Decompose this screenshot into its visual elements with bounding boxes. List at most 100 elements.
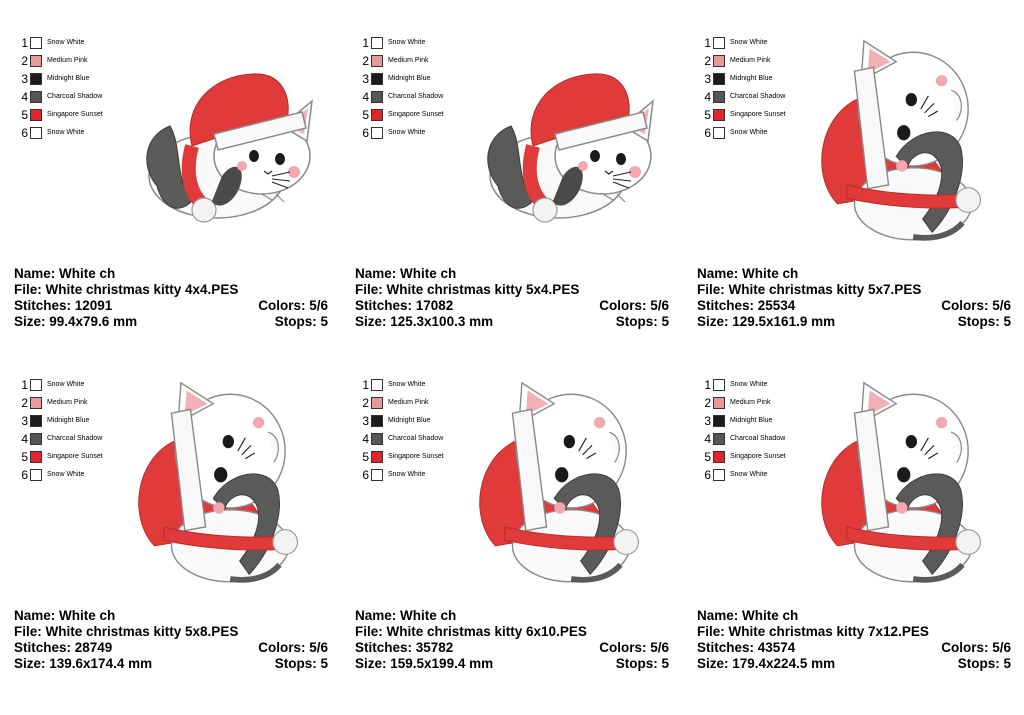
palette-number: 1 — [704, 36, 711, 50]
palette-number: 4 — [21, 432, 28, 446]
color-swatch — [30, 451, 42, 463]
palette-row: 1 Snow White — [18, 376, 103, 394]
palette-color-name: Snow White — [47, 129, 85, 136]
palette-color-name: Charcoal Shadow — [730, 435, 786, 442]
color-swatch — [371, 127, 383, 139]
palette-number: 6 — [362, 126, 369, 140]
palette-number: 6 — [704, 126, 711, 140]
color-swatch — [713, 73, 725, 85]
color-swatch — [30, 73, 42, 85]
palette-row: 4 Charcoal Shadow — [701, 88, 786, 106]
embroidery-preview — [809, 30, 989, 250]
palette-number: 1 — [21, 36, 28, 50]
palette-row: 3 Midnight Blue — [18, 412, 103, 430]
color-swatch — [371, 415, 383, 427]
embroidery-preview — [809, 372, 989, 592]
design-info: Name: White ch File: White christmas kitt… — [14, 266, 328, 330]
palette-color-name: Medium Pink — [47, 57, 88, 64]
palette-color-name: Snow White — [730, 381, 768, 388]
palette-row: 1 Snow White — [359, 376, 444, 394]
palette-row: 6 Snow White — [359, 466, 444, 484]
palette-row: 4 Charcoal Shadow — [359, 430, 444, 448]
color-swatch — [713, 127, 725, 139]
palette-color-name: Snow White — [47, 471, 85, 478]
palette-number: 5 — [704, 450, 711, 464]
palette-number: 5 — [362, 450, 369, 464]
design-stops: Stops: 5 — [615, 314, 669, 329]
design-name: Name: White ch — [14, 266, 116, 281]
palette-color-name: Snow White — [47, 39, 85, 46]
design-card: 1 Snow White 2 Medium Pink 3 Midnight Blue 4 Ch… — [355, 8, 685, 330]
color-swatch — [713, 415, 725, 427]
color-swatch — [713, 109, 725, 121]
palette-row: 3 Midnight Blue — [359, 412, 444, 430]
palette-number: 4 — [704, 432, 711, 446]
palette-number: 5 — [362, 108, 369, 122]
color-swatch — [30, 433, 42, 445]
palette-number: 5 — [21, 108, 28, 122]
design-card: 1 Snow White 2 Medium Pink 3 Midnight Blue 4 Ch… — [14, 350, 344, 671]
design-file: File: White christmas kitty 4x4.PES — [14, 282, 239, 297]
palette-row: 6 Snow White — [701, 466, 786, 484]
color-swatch — [371, 469, 383, 481]
palette-row: 5 Singapore Sunset — [701, 448, 786, 466]
color-swatch — [30, 397, 42, 409]
design-stitches: Stitches: 17082 — [355, 298, 454, 313]
palette-color-name: Medium Pink — [47, 399, 88, 406]
design-stops: Stops: 5 — [274, 656, 328, 671]
design-file: File: White christmas kitty 6x10.PES — [355, 624, 587, 639]
palette-row: 1 Snow White — [359, 34, 444, 52]
palette-number: 1 — [21, 378, 28, 392]
kitty-design-sitting — [479, 381, 640, 583]
color-swatch — [713, 91, 725, 103]
color-swatch — [371, 451, 383, 463]
palette-row: 4 Charcoal Shadow — [359, 88, 444, 106]
palette-color-name: Singapore Sunset — [388, 453, 444, 460]
palette-row: 2 Medium Pink — [701, 394, 786, 412]
color-swatch — [713, 433, 725, 445]
palette-color-name: Charcoal Shadow — [388, 435, 444, 442]
palette-color-name: Medium Pink — [388, 399, 429, 406]
palette-color-name: Medium Pink — [388, 57, 429, 64]
palette-color-name: Medium Pink — [730, 57, 771, 64]
palette-number: 5 — [21, 450, 28, 464]
design-info: Name: White ch File: White christmas kitt… — [355, 266, 669, 330]
palette-number: 3 — [362, 414, 369, 428]
color-swatch — [713, 37, 725, 49]
palette-row: 3 Midnight Blue — [701, 412, 786, 430]
palette-number: 1 — [362, 36, 369, 50]
palette-color-name: Snow White — [388, 129, 426, 136]
design-size: Size: 139.6x174.4 mm — [14, 656, 153, 671]
palette-color-name: Singapore Sunset — [730, 453, 786, 460]
color-palette: 1 Snow White 2 Medium Pink 3 Midnight Blue 4 Ch… — [701, 376, 786, 484]
color-swatch — [713, 469, 725, 481]
palette-color-name: Midnight Blue — [730, 417, 773, 424]
palette-row: 1 Snow White — [18, 34, 103, 52]
palette-color-name: Singapore Sunset — [47, 111, 103, 118]
embroidery-preview — [467, 372, 647, 592]
color-swatch — [371, 109, 383, 121]
design-info: Name: White ch File: White christmas kitt… — [355, 608, 669, 672]
design-name: Name: White ch — [355, 266, 457, 281]
design-file: File: White christmas kitty 5x4.PES — [355, 282, 580, 297]
design-file: File: White christmas kitty 7x12.PES — [697, 624, 929, 639]
palette-color-name: Medium Pink — [730, 399, 771, 406]
palette-row: 6 Snow White — [701, 124, 786, 142]
palette-color-name: Snow White — [388, 381, 426, 388]
palette-color-name: Midnight Blue — [388, 75, 431, 82]
design-stops: Stops: 5 — [957, 656, 1011, 671]
palette-color-name: Charcoal Shadow — [47, 93, 103, 100]
design-size: Size: 159.5x199.4 mm — [355, 656, 494, 671]
design-size: Size: 99.4x79.6 mm — [14, 314, 138, 329]
palette-number: 2 — [704, 54, 711, 68]
palette-number: 3 — [704, 72, 711, 86]
design-file: File: White christmas kitty 5x7.PES — [697, 282, 922, 297]
color-swatch — [713, 451, 725, 463]
design-info: Name: White ch File: White christmas kitt… — [697, 608, 1011, 672]
palette-color-name: Midnight Blue — [47, 75, 90, 82]
palette-row: 3 Midnight Blue — [18, 70, 103, 88]
color-swatch — [713, 397, 725, 409]
palette-color-name: Snow White — [388, 471, 426, 478]
palette-number: 3 — [704, 414, 711, 428]
design-card: 1 Snow White 2 Medium Pink 3 Midnight Blue 4 Ch… — [697, 8, 1024, 329]
